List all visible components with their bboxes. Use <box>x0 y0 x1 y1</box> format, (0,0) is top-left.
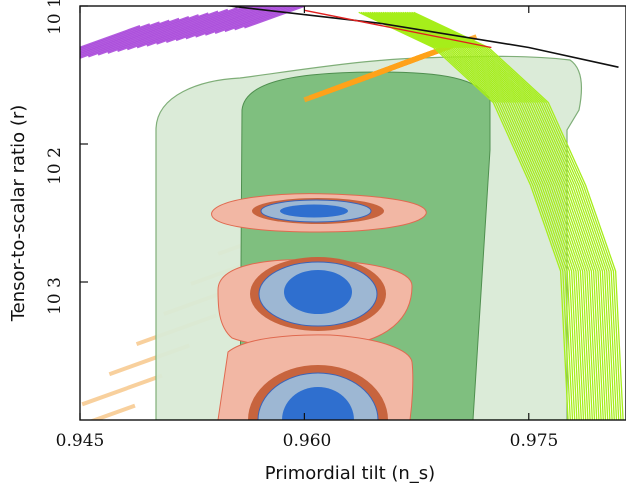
y-tick-labels: 10 1 10 2 10 3 <box>45 0 65 315</box>
green-band-strand <box>411 11 622 420</box>
hatch-stroke <box>89 403 136 420</box>
green-band-strand <box>369 11 580 420</box>
contour-core <box>280 204 348 218</box>
violet-band <box>80 6 308 59</box>
green-band <box>358 11 624 420</box>
x-tick-label: 0.945 <box>56 431 105 451</box>
green-band-strand <box>404 11 615 420</box>
violet-band-stroke <box>80 15 190 58</box>
model-line-red <box>304 9 492 49</box>
y-axis-title: Tensor-to-scalar ratio (r) <box>8 105 29 323</box>
y-tick-label: 10 3 <box>45 277 65 315</box>
violet-band-stroke <box>234 6 303 31</box>
model-line-black <box>216 6 619 68</box>
violet-band-stroke <box>195 6 284 38</box>
forecast-contour-upper <box>211 193 427 233</box>
violet-band-stroke <box>117 6 238 53</box>
green-band-strand <box>384 11 596 420</box>
violet-band-stroke <box>146 6 260 47</box>
violet-band-stroke <box>87 12 209 58</box>
green-band-strand <box>376 11 587 420</box>
violet-band-stroke <box>80 21 160 53</box>
green-band-strand <box>387 11 598 420</box>
violet-band-stroke <box>185 6 279 40</box>
green-band-strand <box>360 11 571 420</box>
violet-band-stroke <box>175 6 275 42</box>
x-tick-label: 0.975 <box>510 431 559 451</box>
x-tick-label: 0.960 <box>283 431 332 451</box>
green-band-strand <box>406 11 618 420</box>
plot-frame <box>79 5 626 421</box>
plot-area <box>80 6 626 420</box>
x-axis-title: Primordial tilt (n_s) <box>265 463 435 484</box>
forecast-contour-lower <box>217 334 414 420</box>
violet-band-stroke <box>80 19 170 54</box>
violet-band-stroke <box>107 8 229 54</box>
violet-band-stroke <box>97 10 219 56</box>
violet-band-stroke <box>205 6 289 36</box>
forecast-contour-middle <box>217 257 413 348</box>
green-band-strand <box>391 11 602 420</box>
violet-band-stroke <box>80 17 180 56</box>
x-axis-ticks <box>79 6 530 420</box>
y-tick-label: 10 1 <box>45 0 65 35</box>
contour-core <box>284 270 352 314</box>
green-band-strand <box>362 11 574 420</box>
green-band-strand <box>373 11 585 420</box>
y-tick-label: 10 2 <box>45 147 65 185</box>
green-band-strand <box>382 11 593 420</box>
violet-band-stroke <box>156 6 265 45</box>
hatch-stroke <box>81 373 163 407</box>
green-band-strand <box>365 11 576 420</box>
violet-band-stroke <box>80 23 151 51</box>
green-band-strand <box>409 11 620 420</box>
green-band-strand <box>380 11 591 420</box>
violet-band-stroke <box>80 14 199 59</box>
green-band-strand <box>378 11 589 420</box>
green-band-strand <box>367 11 578 420</box>
x-tick-labels: 0.945 0.960 0.975 <box>56 431 559 451</box>
y-axis-ticks <box>80 5 88 283</box>
green-band-strand <box>371 11 582 420</box>
violet-band-stroke <box>80 25 141 49</box>
green-band-strand <box>413 11 624 420</box>
green-band-strand <box>393 11 604 420</box>
orange-band <box>303 34 478 103</box>
violet-band-stroke <box>136 6 256 49</box>
violet-band-stroke <box>126 6 248 51</box>
contour-core <box>282 387 354 420</box>
green-band-strand <box>358 11 569 420</box>
green-band-strand <box>389 11 600 420</box>
violet-band-stroke <box>224 6 298 33</box>
